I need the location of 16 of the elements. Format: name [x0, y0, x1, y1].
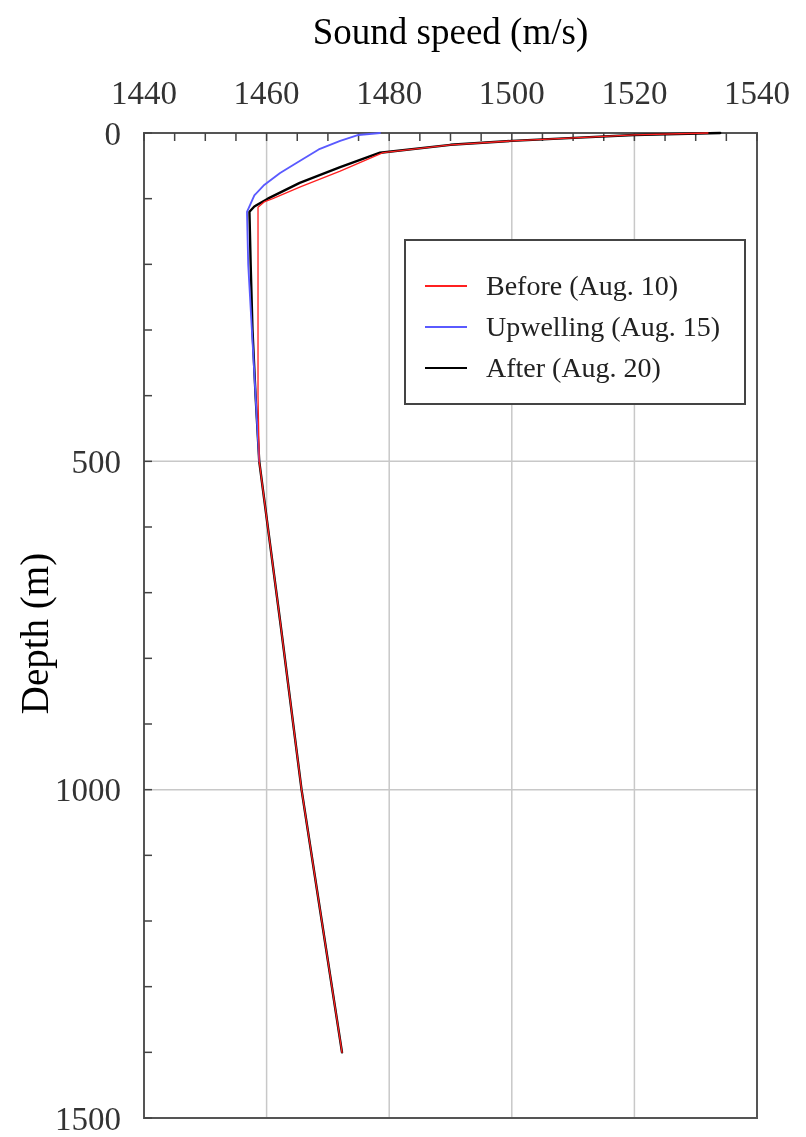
y-tick-label: 1500	[55, 1100, 121, 1137]
x-tick-label: 1540	[724, 75, 790, 111]
line-series	[246, 132, 381, 463]
legend-label: Upwelling (Aug. 15)	[486, 311, 721, 343]
y-axis-title: Depth (m)	[13, 552, 57, 715]
x-tick-label: 1440	[111, 75, 177, 111]
legend-label: After (Aug. 20)	[486, 352, 661, 384]
x-axis-title: Sound speed (m/s)	[312, 11, 589, 53]
y-tick-label: 500	[71, 443, 121, 480]
y-tick-label: 1000	[55, 772, 121, 809]
y-tick-label: 0	[104, 115, 121, 152]
x-tick-label: 1460	[233, 75, 300, 111]
x-tick-label: 1480	[356, 75, 423, 111]
x-tick-label: 1520	[601, 75, 668, 111]
legend-label: Before (Aug. 10)	[486, 270, 679, 302]
x-tick-label: 1500	[478, 75, 545, 111]
